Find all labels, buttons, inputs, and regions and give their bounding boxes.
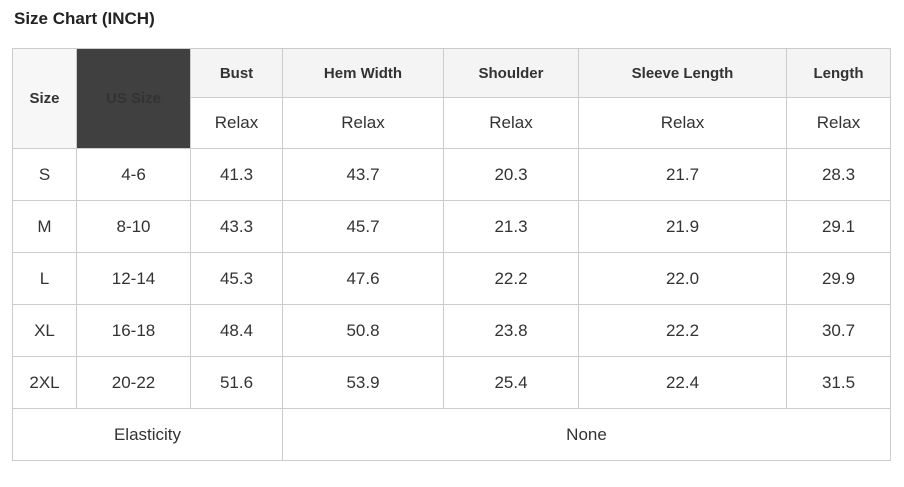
size-label: 2XL <box>12 356 77 409</box>
bust-value: 51.6 <box>190 356 283 409</box>
sleeve-length-value: 22.4 <box>578 356 787 409</box>
sleeve-length-value: 22.2 <box>578 304 787 357</box>
fit-type-length: Relax <box>786 97 891 149</box>
us-size-value: 8-10 <box>76 200 191 253</box>
elasticity-row: Elasticity None <box>12 408 891 461</box>
bust-value: 41.3 <box>190 148 283 201</box>
hem-width-value: 45.7 <box>282 200 444 253</box>
table-row-l: L 12-14 45.3 47.6 22.2 22.0 29.9 <box>12 252 891 305</box>
header-row: Size US Size Bust Hem Width Shoulder Sle… <box>12 48 891 149</box>
column-header-length: Length <box>786 48 891 98</box>
column-header-hem-width: Hem Width <box>282 48 444 98</box>
shoulder-value: 21.3 <box>443 200 579 253</box>
fit-type-bust: Relax <box>190 97 283 149</box>
table-row-xl: XL 16-18 48.4 50.8 23.8 22.2 30.7 <box>12 304 891 357</box>
length-value: 29.1 <box>786 200 891 253</box>
length-value: 28.3 <box>786 148 891 201</box>
length-value: 31.5 <box>786 356 891 409</box>
hem-width-value: 43.7 <box>282 148 444 201</box>
length-value: 29.9 <box>786 252 891 305</box>
table-row-2xl: 2XL 20-22 51.6 53.9 25.4 22.4 31.5 <box>12 356 891 409</box>
fit-type-row: Relax Relax Relax Relax Relax <box>13 97 891 149</box>
elasticity-value: None <box>282 408 891 461</box>
page-title: Size Chart (INCH) <box>14 9 155 28</box>
hem-width-value: 53.9 <box>282 356 444 409</box>
hem-width-value: 50.8 <box>282 304 444 357</box>
sleeve-length-value: 21.7 <box>578 148 787 201</box>
shoulder-value: 23.8 <box>443 304 579 357</box>
bust-value: 48.4 <box>190 304 283 357</box>
table-row-s: S 4-6 41.3 43.7 20.3 21.7 28.3 <box>12 148 891 201</box>
column-header-shoulder: Shoulder <box>443 48 579 98</box>
elasticity-label: Elasticity <box>12 408 283 461</box>
column-header-bust: Bust <box>190 48 283 98</box>
size-chart-table: Size US Size Bust Hem Width Shoulder Sle… <box>12 48 891 461</box>
bust-value: 45.3 <box>190 252 283 305</box>
column-header-us-size: US Size <box>76 48 191 149</box>
shoulder-value: 22.2 <box>443 252 579 305</box>
bust-value: 43.3 <box>190 200 283 253</box>
size-label: M <box>12 200 77 253</box>
fit-type-sleeve-length: Relax <box>578 97 787 149</box>
us-size-value: 4-6 <box>76 148 191 201</box>
us-size-value: 12-14 <box>76 252 191 305</box>
us-size-value: 20-22 <box>76 356 191 409</box>
size-label: XL <box>12 304 77 357</box>
sleeve-length-value: 22.0 <box>578 252 787 305</box>
table-row-m: M 8-10 43.3 45.7 21.3 21.9 29.1 <box>12 200 891 253</box>
sleeve-length-value: 21.9 <box>578 200 787 253</box>
us-size-value: 16-18 <box>76 304 191 357</box>
fit-type-hem-width: Relax <box>282 97 444 149</box>
shoulder-value: 20.3 <box>443 148 579 201</box>
size-label: L <box>12 252 77 305</box>
length-value: 30.7 <box>786 304 891 357</box>
fit-type-shoulder: Relax <box>443 97 579 149</box>
column-header-size: Size <box>12 48 77 149</box>
shoulder-value: 25.4 <box>443 356 579 409</box>
column-header-sleeve-length: Sleeve Length <box>578 48 787 98</box>
size-label: S <box>12 148 77 201</box>
hem-width-value: 47.6 <box>282 252 444 305</box>
